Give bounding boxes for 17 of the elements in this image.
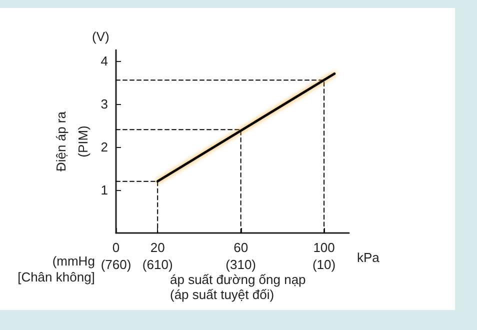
x-tick-label: 0 (112, 240, 120, 255)
x-tick-label: 20 (150, 240, 165, 255)
x-tick-label: 60 (234, 240, 248, 255)
x2-tick-label: (10) (312, 257, 336, 272)
x2-axis-title: (mmHg [Chân không] (18, 254, 95, 284)
y-tick-label: 4 (100, 53, 108, 68)
x-tick-label: 100 (313, 240, 335, 255)
y-tick-label: 3 (100, 96, 108, 112)
x2-tick-label: (610) (142, 257, 173, 272)
x-axis-title: kPa (357, 250, 380, 265)
x2-tick-label: (310) (226, 257, 256, 272)
text: áp suất đường ống nạp (áp suất tuyệt đối) (170, 272, 306, 302)
y-tick-label: 2 (100, 139, 108, 154)
y-tick-label: 1 (100, 182, 108, 198)
y-axis-title: Điện áp ra (PIM) (54, 110, 90, 172)
text: (V) (92, 29, 110, 44)
x2-tick-label: (760) (100, 257, 132, 272)
